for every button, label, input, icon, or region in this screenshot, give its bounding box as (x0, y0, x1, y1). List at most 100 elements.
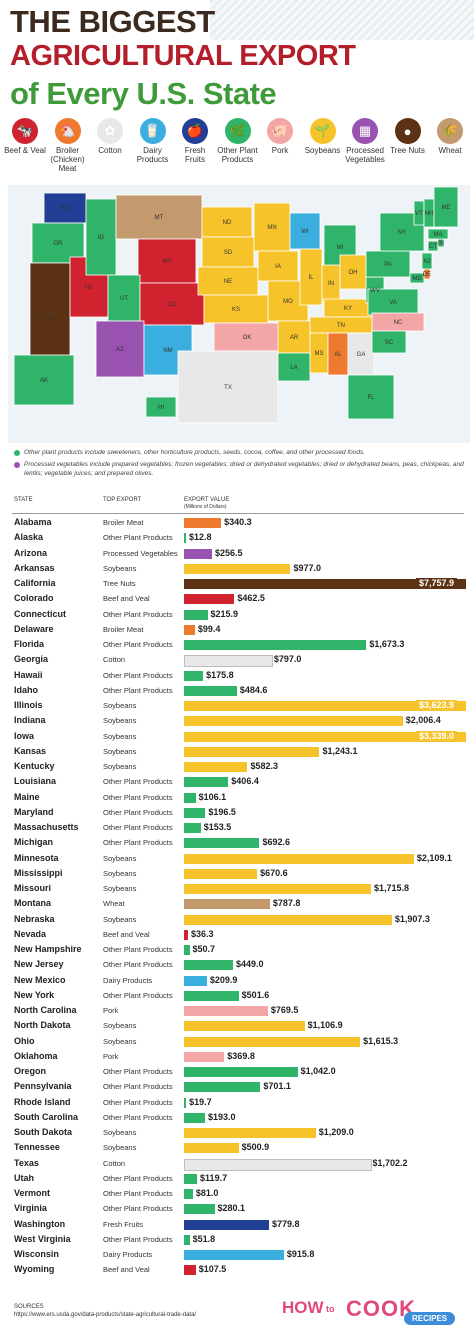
bar (184, 548, 212, 559)
header-rule (12, 513, 464, 514)
table-row: Nevada Beef and Veal $36.3 (0, 928, 474, 943)
row-state: Mississippi (14, 867, 63, 878)
sources-url[interactable]: https://www.ers.usda.gov/data-products/s… (14, 1312, 197, 1318)
bar (184, 594, 235, 605)
leaf-icon: 🌿 (224, 118, 251, 144)
table-row: Iowa Soybeans $3,339.0 (0, 730, 474, 745)
legend-item: 🐄 Beef & Veal (4, 118, 46, 155)
map-label-ma: MA (434, 232, 443, 238)
table-row: Massachusetts Other Plant Products $153.5 (0, 821, 474, 836)
map-label-nj: NJ (423, 259, 430, 265)
map-label-ar: AR (290, 335, 299, 341)
col-value-unit: (Millions of Dollars) (184, 504, 227, 510)
row-state: Virginia (14, 1203, 47, 1214)
state-me (433, 186, 459, 228)
can-icon: ▦ (352, 118, 378, 144)
bar-value-label: $99.4 (197, 623, 221, 634)
state-sc (371, 330, 407, 354)
row-export: Processed Vegetables (103, 548, 178, 558)
bar-value-label: $2,109.1 (416, 852, 452, 863)
bar-value-label: $280.1 (217, 1203, 246, 1214)
bar-value-label: $501.6 (241, 989, 270, 1000)
state-az (95, 320, 145, 378)
legend-label: Tree Nuts (390, 146, 425, 155)
table-row: Montana Wheat $787.8 (0, 897, 474, 912)
logo-to: to (326, 1304, 335, 1314)
legend-item: 🥛 Dairy Products (132, 118, 174, 164)
bar-value-label: $81.0 (195, 1188, 219, 1198)
row-state: Texas (14, 1157, 39, 1168)
legend-item: 🌾 Wheat (429, 118, 471, 155)
legend-item: ✿ Cotton (89, 118, 131, 155)
map-label-al: AL (334, 352, 342, 358)
bar-value-label: $119.7 (200, 1172, 228, 1183)
state-wy (137, 238, 197, 284)
row-export: Other Plant Products (103, 1234, 173, 1244)
table-row: Connecticut Other Plant Products $215.9 (0, 608, 474, 623)
bar-value-label: $915.8 (286, 1249, 315, 1259)
bar-value-label: $787.8 (272, 898, 301, 909)
row-state: Illinois (14, 700, 43, 710)
map-label-oh: OH (349, 270, 358, 276)
table-row: Wyoming Beef and Veal $107.5 (0, 1263, 474, 1278)
note-bullet-icon (14, 462, 20, 468)
col-value-title: EXPORT VALUE (184, 497, 230, 503)
bar (184, 1158, 372, 1171)
bar (184, 1189, 193, 1199)
row-export: Dairy Products (103, 1250, 153, 1259)
row-export: Cotton (103, 1158, 126, 1168)
bar-value-label: $1,209.0 (318, 1127, 354, 1137)
row-export: Other Plant Products (103, 823, 173, 832)
bar-value-label: $340.3 (224, 517, 252, 527)
bar (184, 1234, 190, 1245)
row-state: Wisconsin (14, 1249, 59, 1259)
sources: SOURCES https://www.ers.usda.gov/data-pr… (14, 1303, 196, 1319)
table-row: Oklahoma Pork $369.8 (0, 1050, 474, 1065)
legend-label: Soybeans (304, 146, 341, 155)
bar (184, 1036, 361, 1047)
table-row: New York Other Plant Products $501.6 (0, 989, 474, 1004)
bar-value-label: $1,042.0 (300, 1066, 336, 1076)
row-export: Beef and Veal (103, 1265, 150, 1275)
table-row: Arizona Processed Vegetables $256.5 (0, 547, 474, 562)
row-export: Other Plant Products (103, 533, 173, 543)
bar-value-label: $670.6 (260, 867, 288, 878)
how-to-cook-logo[interactable]: HOW to COOK RECIPES (282, 1296, 470, 1330)
row-export: Fresh Fruits (103, 1219, 144, 1229)
bar-value-label: $769.5 (270, 1005, 299, 1015)
state-ma (427, 228, 449, 240)
map-label-tx: TX (224, 385, 232, 391)
table-row: Pennsylvania Other Plant Products $701.1 (0, 1080, 474, 1095)
bar-value-label: $193.0 (208, 1111, 236, 1122)
map-label-ms: MS (315, 351, 324, 357)
row-export: Other Plant Products (103, 792, 173, 802)
table-row: Washington Fresh Fruits $779.8 (0, 1218, 474, 1233)
table-row: Wisconsin Dairy Products $915.8 (0, 1248, 474, 1263)
row-export: Other Plant Products (103, 1189, 173, 1198)
legend-label: Other Plant Products (217, 146, 258, 164)
wheat-icon: 🌾 (437, 118, 463, 144)
bar (184, 945, 190, 955)
bar (184, 777, 229, 788)
table-row: North Carolina Pork $769.5 (0, 1004, 474, 1019)
state-va (367, 288, 419, 316)
map-label-co: CO (168, 302, 177, 308)
row-state: Maryland (14, 806, 54, 817)
bar-value-label: $500.9 (241, 1142, 270, 1153)
map-label-wi: WI (301, 229, 309, 235)
bar (184, 1051, 225, 1062)
bar-value-label: $175.8 (206, 669, 234, 680)
table-row: Colorado Beef and Veal $462.5 (0, 592, 474, 607)
bar (184, 990, 239, 1001)
table-row: Vermont Other Plant Products $81.0 (0, 1187, 474, 1202)
table-row: West Virginia Other Plant Products $51.8 (0, 1233, 474, 1248)
row-export: Soybeans (103, 762, 137, 771)
table-row: Indiana Soybeans $2,006.4 (0, 714, 474, 729)
table-row: Georgia Cotton $797.0 (0, 653, 474, 668)
header: THE BIGGEST AGRICULTURAL EXPORT of Every… (0, 0, 474, 118)
bar-value-label: $1,907.3 (394, 913, 430, 924)
bar (184, 899, 270, 910)
table-row: Hawaii Other Plant Products $175.8 (0, 669, 474, 684)
bar (184, 609, 208, 620)
bar (184, 762, 248, 772)
